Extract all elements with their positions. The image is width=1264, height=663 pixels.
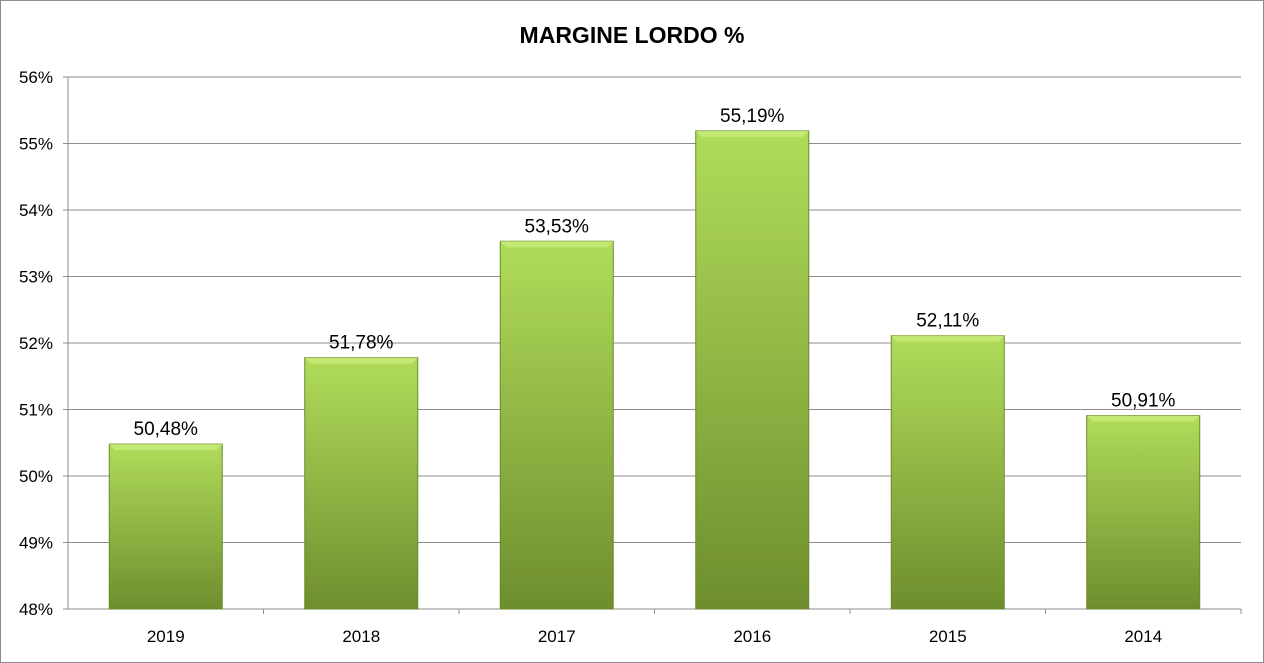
bar xyxy=(499,240,614,610)
bar-bevel xyxy=(1086,415,1200,422)
data-label: 50,48% xyxy=(134,419,199,440)
x-tick-label: 2015 xyxy=(929,627,967,646)
bar-bevel xyxy=(109,444,223,451)
data-label: 53,53% xyxy=(525,216,590,237)
y-tick-label: 49% xyxy=(19,534,53,553)
bar xyxy=(108,443,223,610)
data-label: 50,91% xyxy=(1111,390,1176,411)
y-tick-label: 53% xyxy=(19,268,53,287)
bar xyxy=(695,130,810,610)
x-tick-label: 2019 xyxy=(147,627,185,646)
y-tick-label: 50% xyxy=(19,467,53,486)
y-tick-label: 51% xyxy=(19,401,53,420)
x-tick-label: 2014 xyxy=(1124,627,1162,646)
y-tick-label: 54% xyxy=(19,201,53,220)
chart-title: MARGINE LORDO % xyxy=(519,22,745,48)
bar xyxy=(1086,414,1201,610)
x-tick-label: 2016 xyxy=(733,627,771,646)
bar-bevel xyxy=(695,130,809,137)
y-tick-label: 56% xyxy=(19,68,53,87)
bar-bevel xyxy=(500,241,614,248)
y-tick-label: 52% xyxy=(19,334,53,353)
bar-bevel xyxy=(304,357,418,364)
bar xyxy=(304,357,419,610)
data-label: 51,78% xyxy=(329,333,394,354)
y-tick-label: 55% xyxy=(19,135,53,154)
data-label: 52,11% xyxy=(916,311,979,332)
bar-bevel xyxy=(891,335,1005,342)
y-tick-label: 48% xyxy=(19,600,53,619)
data-label: 55,19% xyxy=(720,106,785,127)
x-tick-label: 2017 xyxy=(538,627,576,646)
bar xyxy=(890,335,1005,610)
x-tick-label: 2018 xyxy=(342,627,380,646)
